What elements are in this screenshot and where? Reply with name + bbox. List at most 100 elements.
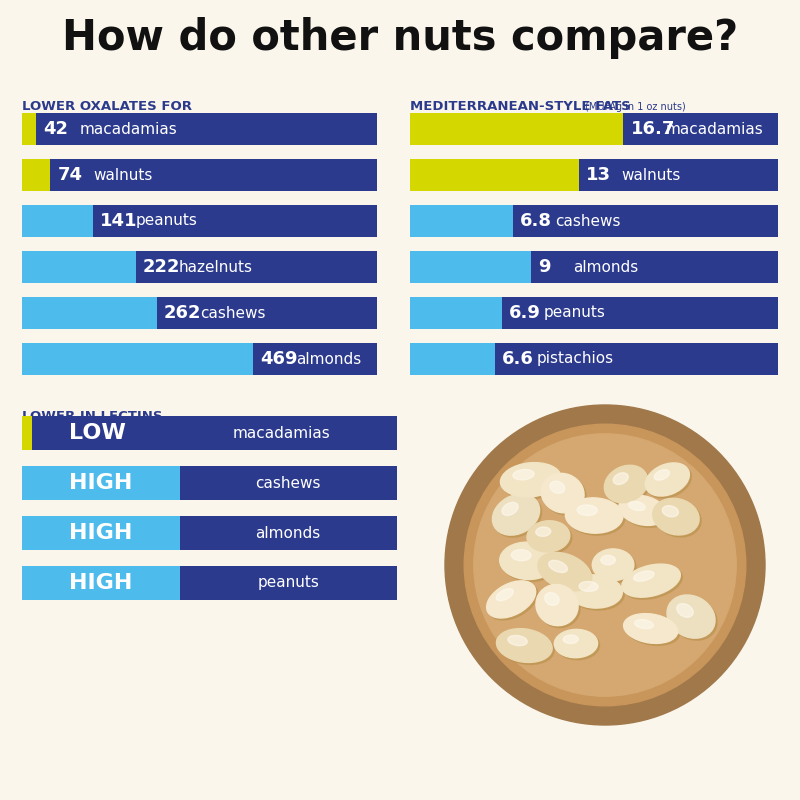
FancyBboxPatch shape [410,343,494,375]
Ellipse shape [500,542,556,579]
Text: almonds: almonds [296,351,361,366]
Text: 13: 13 [586,166,611,184]
Ellipse shape [634,620,654,629]
Text: almonds: almonds [574,259,638,274]
FancyBboxPatch shape [179,566,397,600]
Ellipse shape [654,500,701,537]
Ellipse shape [494,496,542,537]
Ellipse shape [568,575,622,608]
Ellipse shape [592,549,634,581]
Ellipse shape [604,466,648,502]
Text: HIGH: HIGH [69,523,133,543]
FancyBboxPatch shape [32,416,397,450]
FancyBboxPatch shape [494,343,778,375]
Ellipse shape [601,555,615,565]
Text: 469: 469 [260,350,298,368]
Ellipse shape [653,498,699,535]
Text: cashews: cashews [555,214,621,229]
Ellipse shape [502,502,518,515]
Text: cashews: cashews [200,306,266,321]
FancyBboxPatch shape [22,516,179,550]
Ellipse shape [621,498,669,527]
Text: LOW: LOW [70,423,126,443]
Ellipse shape [489,583,538,620]
Text: almonds: almonds [256,526,321,541]
Text: (mg/100g): (mg/100g) [322,114,377,124]
FancyBboxPatch shape [22,466,179,500]
Ellipse shape [486,581,536,618]
Text: 42: 42 [43,120,68,138]
FancyBboxPatch shape [22,113,36,145]
Ellipse shape [566,498,623,533]
FancyBboxPatch shape [157,297,377,329]
Text: 6.8: 6.8 [520,212,552,230]
Text: cashews: cashews [255,475,321,490]
Text: walnuts: walnuts [622,167,681,182]
Ellipse shape [550,481,565,494]
Ellipse shape [634,571,654,582]
FancyBboxPatch shape [93,205,377,237]
Text: macadamias: macadamias [233,426,330,441]
Ellipse shape [654,470,670,480]
Text: How do other nuts compare?: How do other nuts compare? [62,17,738,59]
FancyBboxPatch shape [410,251,531,283]
Ellipse shape [570,577,624,610]
Ellipse shape [496,589,514,601]
Ellipse shape [667,595,715,638]
FancyBboxPatch shape [623,113,778,145]
Ellipse shape [508,635,527,646]
Text: LOWER IN LECTINS: LOWER IN LECTINS [22,410,162,423]
FancyBboxPatch shape [22,416,32,450]
Ellipse shape [623,614,678,643]
Ellipse shape [677,604,694,618]
Text: MEDITERRANEAN-STYLE FATS: MEDITERRANEAN-STYLE FATS [410,100,630,113]
Ellipse shape [619,495,666,526]
FancyBboxPatch shape [502,297,778,329]
Text: walnuts: walnuts [94,167,153,182]
Ellipse shape [606,467,650,505]
FancyBboxPatch shape [22,566,179,600]
Ellipse shape [626,616,680,646]
Text: 9: 9 [538,258,551,276]
Ellipse shape [577,505,598,515]
Text: 222: 222 [142,258,180,276]
Text: 16.7: 16.7 [630,120,675,138]
Ellipse shape [549,560,567,573]
FancyBboxPatch shape [410,159,579,191]
FancyBboxPatch shape [50,159,377,191]
Ellipse shape [541,474,584,513]
Text: 6.9: 6.9 [509,304,541,322]
Ellipse shape [567,500,625,535]
FancyBboxPatch shape [579,159,778,191]
FancyBboxPatch shape [22,343,253,375]
FancyBboxPatch shape [36,113,377,145]
Text: 262: 262 [164,304,202,322]
Ellipse shape [497,629,552,662]
FancyBboxPatch shape [22,297,157,329]
Text: pistachios: pistachios [537,351,614,366]
Text: peanuts: peanuts [544,306,606,321]
FancyBboxPatch shape [253,343,377,375]
Text: (MUFAg in 1 oz nuts): (MUFAg in 1 oz nuts) [585,102,686,112]
Text: HIGH: HIGH [69,473,133,493]
Ellipse shape [536,585,578,626]
Circle shape [445,405,765,725]
Ellipse shape [529,522,572,554]
FancyBboxPatch shape [531,251,778,283]
FancyBboxPatch shape [410,297,502,329]
Ellipse shape [502,465,563,499]
Ellipse shape [538,553,592,591]
Ellipse shape [513,470,534,480]
Text: LOWER OXALATES FOR: LOWER OXALATES FOR [22,100,192,113]
Ellipse shape [629,502,645,510]
Text: 6.6: 6.6 [502,350,534,368]
Text: 74: 74 [58,166,82,184]
Ellipse shape [579,582,598,591]
FancyBboxPatch shape [22,251,136,283]
Ellipse shape [647,465,691,498]
Ellipse shape [563,635,578,643]
Ellipse shape [536,527,550,536]
Ellipse shape [511,550,531,561]
Ellipse shape [613,473,628,485]
Ellipse shape [624,566,682,599]
